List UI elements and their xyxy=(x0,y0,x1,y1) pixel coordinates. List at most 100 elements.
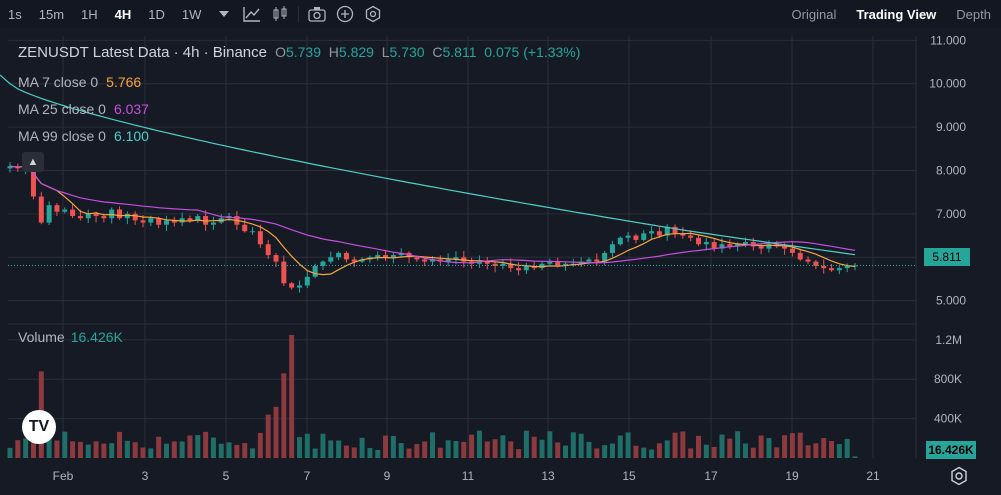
timeframe-1d[interactable]: 1D xyxy=(148,6,165,22)
view-depth[interactable]: Depth xyxy=(956,6,991,22)
volume-bar xyxy=(320,433,326,458)
volume-bar xyxy=(226,442,232,458)
volume-bar xyxy=(296,437,302,458)
candle-body xyxy=(735,244,741,247)
candle-body xyxy=(77,216,83,219)
volume-bar xyxy=(570,432,576,458)
volume-bar xyxy=(500,435,506,458)
candle-body xyxy=(696,237,702,245)
view-trading-view[interactable]: Trading View xyxy=(856,6,937,22)
plus-circle-icon[interactable] xyxy=(331,0,359,28)
volume-bar xyxy=(23,438,29,458)
candle-body xyxy=(523,265,529,271)
candle-body xyxy=(703,242,709,245)
x-tick-label: 7 xyxy=(304,469,311,483)
volume-bar xyxy=(508,441,514,458)
chart-toolbar: 1s 15m 1H 4H 1D 1W Original Trading View… xyxy=(0,0,1001,29)
candle-body xyxy=(46,205,52,223)
volume-bar xyxy=(836,444,842,458)
chevron-up-icon: ▲ xyxy=(27,156,39,168)
candle-body xyxy=(719,244,725,249)
timeframe-1h[interactable]: 1H xyxy=(81,6,98,22)
candle-body xyxy=(813,261,819,266)
candle-body xyxy=(343,252,349,260)
ohlc-values: O5.739 H5.829 L5.730 C5.811 0.075 (+1.33… xyxy=(275,44,581,60)
volume-bar xyxy=(351,447,357,458)
candle-body xyxy=(383,255,389,258)
settings-hex-icon[interactable] xyxy=(359,0,387,28)
candle-body xyxy=(101,216,107,219)
candle-body xyxy=(375,255,381,258)
volume-bar xyxy=(539,439,545,458)
candle-body xyxy=(257,231,263,245)
candle-body xyxy=(476,261,482,264)
candle-body xyxy=(140,220,146,223)
volume-bar xyxy=(758,435,764,458)
x-tick-label: 9 xyxy=(384,469,391,483)
volume-bar xyxy=(398,443,404,458)
candle-body xyxy=(633,235,639,240)
volume-bar xyxy=(578,433,584,458)
price-chart[interactable]: Feb 3 5 7 9 11 13 15 17 19 21 11.000 10.000 9.000 8.00… xyxy=(0,28,1001,495)
candle-body xyxy=(163,220,169,225)
volume-bar xyxy=(124,440,130,458)
volume-legend[interactable]: Volume 16.426K xyxy=(18,329,123,345)
volume-bar xyxy=(813,443,819,458)
volume-bar xyxy=(523,430,529,458)
volume-bar xyxy=(766,438,772,458)
volume-bar xyxy=(132,442,138,458)
volume-bar xyxy=(563,445,569,458)
timeframe-15m[interactable]: 15m xyxy=(38,6,65,22)
candle-body xyxy=(320,261,326,266)
x-tick-label: Feb xyxy=(53,469,74,483)
volume-bar xyxy=(54,440,60,458)
chevron-down-icon[interactable] xyxy=(210,0,238,28)
change-value: 0.075 (+1.33%) xyxy=(484,44,581,60)
candle-body xyxy=(430,259,435,262)
volume-bar xyxy=(46,436,52,458)
candle-body xyxy=(594,259,600,262)
tradingview-logo[interactable]: TV xyxy=(22,410,56,444)
camera-icon[interactable] xyxy=(303,0,331,28)
view-original[interactable]: Original xyxy=(791,6,837,22)
volume-bar xyxy=(62,431,68,458)
ma7-legend[interactable]: MA 7 close 0 5.766 xyxy=(18,74,142,90)
candle-chart-icon[interactable] xyxy=(266,0,294,28)
candle-body xyxy=(680,233,686,236)
volume-bar xyxy=(93,441,99,458)
candle-body xyxy=(758,246,764,249)
collapse-legend-button[interactable]: ▲ xyxy=(22,152,44,172)
candle-body xyxy=(124,213,130,219)
candle-body xyxy=(461,257,467,262)
candle-body xyxy=(195,216,201,221)
timeframe-4h[interactable]: 4H xyxy=(114,6,132,22)
ma25-legend[interactable]: MA 25 close 0 6.037 xyxy=(18,101,149,117)
line-chart-icon[interactable] xyxy=(238,0,266,28)
chart-settings-icon[interactable] xyxy=(948,465,970,487)
candle-body xyxy=(555,261,561,266)
timeframe-1w[interactable]: 1W xyxy=(181,6,202,22)
chart-background xyxy=(0,28,1001,495)
ma99-legend[interactable]: MA 99 close 0 6.100 xyxy=(18,128,149,144)
candle-body xyxy=(273,255,279,262)
volume-bar xyxy=(179,441,185,458)
candle-body xyxy=(742,242,748,245)
volume-bar xyxy=(70,441,76,458)
candle-body xyxy=(117,209,123,219)
volume-bar xyxy=(430,432,435,458)
timeframe-1s[interactable]: 1s xyxy=(8,6,22,22)
candle-body xyxy=(797,252,803,260)
candle-body xyxy=(727,244,733,247)
x-tick-label: 3 xyxy=(142,469,149,483)
volume-bar xyxy=(218,443,224,458)
volume-bar xyxy=(750,447,756,458)
candle-body xyxy=(312,265,318,277)
volume-bar xyxy=(742,443,748,458)
x-tick-label: 19 xyxy=(785,469,799,483)
volume-bar xyxy=(453,441,459,458)
candle-body xyxy=(547,261,553,264)
candle-body xyxy=(664,226,670,236)
volume-bar xyxy=(461,441,467,458)
candle-body xyxy=(242,224,248,232)
volume-bar xyxy=(445,440,451,458)
